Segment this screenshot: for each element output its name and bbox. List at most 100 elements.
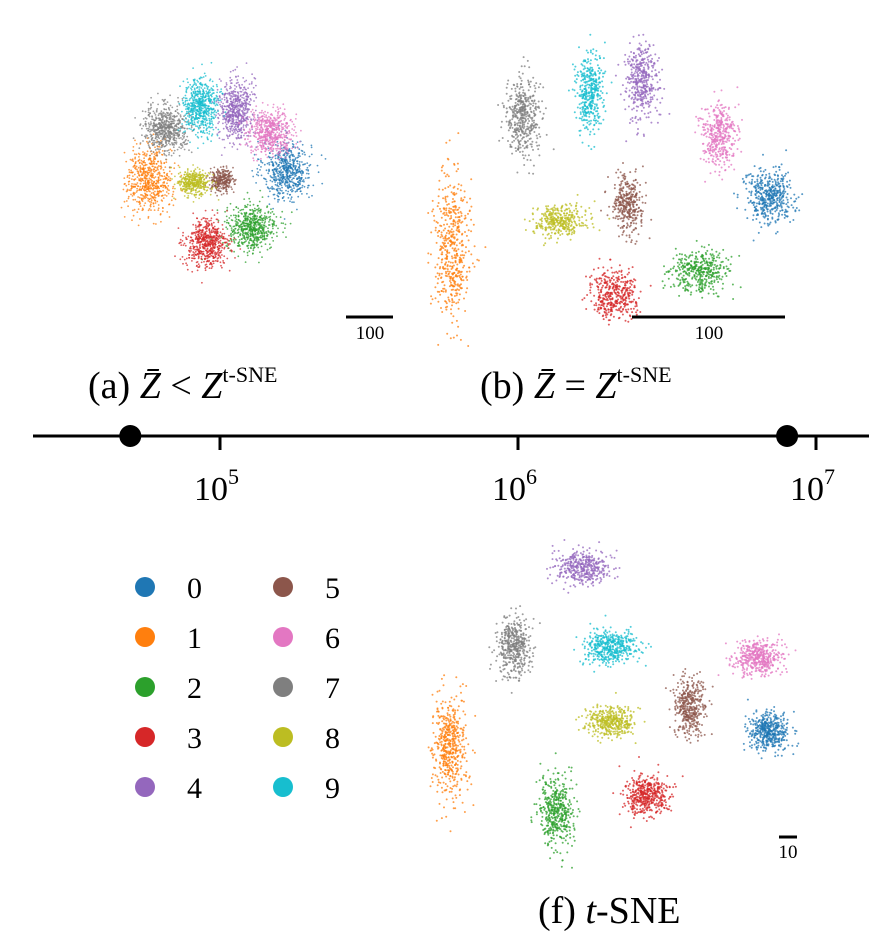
point xyxy=(153,153,156,156)
point xyxy=(294,166,297,169)
point xyxy=(181,256,184,258)
point xyxy=(162,178,165,181)
point xyxy=(181,118,184,120)
point xyxy=(237,114,240,117)
point xyxy=(189,239,192,242)
point xyxy=(321,182,324,185)
point xyxy=(151,160,153,163)
point xyxy=(147,127,150,130)
point xyxy=(234,183,236,186)
point xyxy=(247,247,250,250)
point xyxy=(246,191,249,194)
point xyxy=(255,149,258,152)
point xyxy=(128,168,131,171)
point xyxy=(223,241,226,244)
point xyxy=(290,198,292,200)
cluster-3 xyxy=(174,209,242,284)
point xyxy=(284,166,287,169)
point xyxy=(142,170,145,173)
point xyxy=(228,269,231,272)
point xyxy=(204,267,207,270)
point xyxy=(160,113,162,115)
point xyxy=(164,185,167,188)
point xyxy=(215,114,217,117)
point xyxy=(201,237,204,240)
point xyxy=(168,189,170,192)
point xyxy=(185,143,188,146)
point xyxy=(278,132,281,135)
point xyxy=(271,114,274,117)
point xyxy=(136,176,139,179)
point xyxy=(194,176,197,178)
point xyxy=(285,126,287,129)
point xyxy=(214,243,217,246)
point xyxy=(263,238,266,241)
point xyxy=(186,192,189,195)
point xyxy=(277,195,280,198)
point xyxy=(203,178,206,181)
point xyxy=(226,92,229,95)
point xyxy=(155,154,158,157)
point xyxy=(255,237,258,240)
point xyxy=(286,172,289,175)
point xyxy=(197,241,200,244)
point xyxy=(292,123,295,126)
point xyxy=(214,251,217,254)
point xyxy=(137,166,140,169)
point xyxy=(237,222,239,225)
point xyxy=(210,190,213,193)
point xyxy=(173,183,176,186)
point xyxy=(200,261,203,264)
point xyxy=(261,109,263,112)
point xyxy=(219,256,222,259)
point xyxy=(237,81,239,84)
point xyxy=(233,231,236,234)
point xyxy=(165,154,168,157)
point xyxy=(225,189,228,191)
point xyxy=(248,128,251,131)
point xyxy=(156,145,159,147)
point xyxy=(277,108,280,111)
point xyxy=(198,232,201,235)
point xyxy=(256,240,259,243)
point xyxy=(159,185,162,188)
point xyxy=(145,127,148,130)
point xyxy=(181,138,184,141)
point xyxy=(222,187,225,189)
point xyxy=(270,158,273,161)
point xyxy=(147,129,150,132)
point xyxy=(209,241,212,243)
point xyxy=(277,185,280,188)
point xyxy=(153,193,155,195)
point xyxy=(256,159,258,162)
point xyxy=(246,115,249,118)
point xyxy=(178,146,181,149)
point xyxy=(265,153,267,156)
point xyxy=(249,209,252,212)
point xyxy=(246,236,249,239)
point xyxy=(146,171,149,174)
point xyxy=(208,177,211,179)
point xyxy=(209,167,212,170)
point xyxy=(194,245,196,248)
point xyxy=(289,160,291,163)
point xyxy=(134,157,137,160)
point xyxy=(204,217,207,220)
point xyxy=(282,148,284,151)
point xyxy=(273,172,275,175)
point xyxy=(132,175,134,178)
point xyxy=(284,142,287,145)
point xyxy=(229,85,232,88)
point xyxy=(152,123,155,125)
point xyxy=(225,183,228,186)
point xyxy=(264,218,267,221)
point xyxy=(191,242,194,245)
point xyxy=(280,173,282,175)
point xyxy=(221,98,224,100)
point xyxy=(254,130,256,133)
point xyxy=(231,188,233,191)
point xyxy=(196,191,199,194)
point xyxy=(206,175,209,178)
point xyxy=(167,185,170,187)
